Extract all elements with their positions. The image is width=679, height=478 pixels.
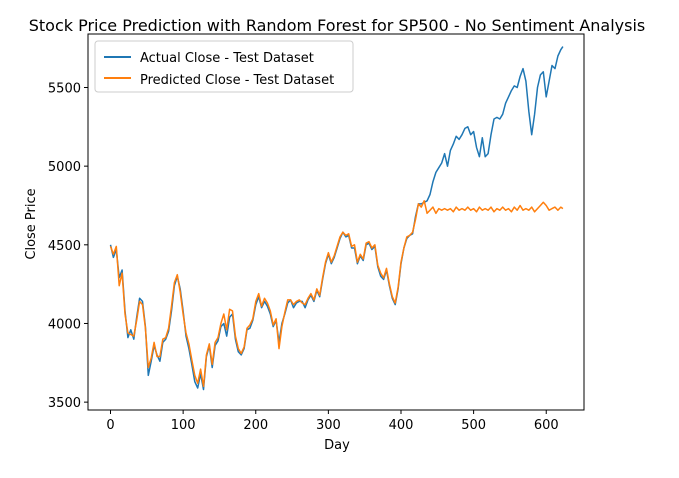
x-tick-label: 100	[171, 418, 196, 433]
x-axis: 0 100 200 300 400 500 600	[106, 410, 559, 433]
y-tick-label: 4500	[48, 239, 81, 254]
legend-box	[94, 40, 354, 93]
y-axis-label: Close Price	[24, 188, 39, 259]
plot-area	[87, 33, 585, 411]
y-axis: 3500 4000 4500 5000 5500	[48, 81, 88, 411]
x-tick-label: 0	[106, 418, 114, 433]
y-tick-label: 5000	[48, 160, 81, 175]
x-tick-label: 600	[534, 418, 559, 433]
y-tick-label: 5500	[48, 81, 81, 96]
predicted-close-line	[109, 200, 564, 388]
x-tick-label: 500	[461, 418, 486, 433]
x-axis-label: Day	[324, 438, 350, 453]
chart-title: Stock Price Prediction with Random Fores…	[29, 16, 646, 35]
y-tick-label: 4000	[48, 317, 81, 332]
x-tick-label: 300	[316, 418, 341, 433]
x-tick-label: 400	[389, 418, 414, 433]
legend-label-predicted: Predicted Close - Test Dataset	[140, 73, 334, 88]
axes-frame	[87, 33, 585, 411]
legend-label-actual: Actual Close - Test Dataset	[140, 51, 314, 66]
x-tick-label: 200	[243, 418, 268, 433]
series-layer	[109, 46, 564, 391]
y-tick-label: 3500	[48, 396, 81, 411]
legend: Actual Close - Test Dataset Predicted Cl…	[94, 40, 354, 93]
